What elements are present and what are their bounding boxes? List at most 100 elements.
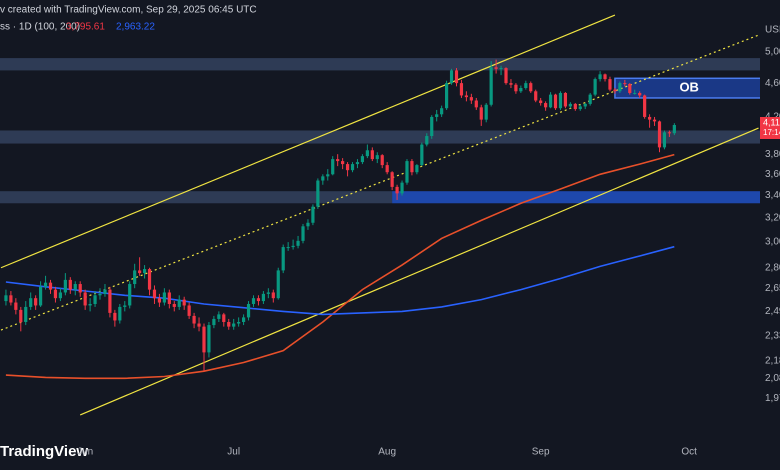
candle-body: [29, 298, 33, 307]
candle-body: [291, 245, 295, 248]
candle-body: [375, 155, 379, 160]
candle-body: [588, 94, 592, 104]
candle-body: [108, 289, 112, 313]
candle-body: [499, 68, 503, 70]
candle-body: [4, 295, 8, 302]
x-tick-label: Jul: [227, 447, 240, 458]
candle-body: [147, 269, 152, 290]
candle-body: [380, 155, 384, 166]
zone-label: OB: [679, 80, 699, 95]
y-tick-label: 3,000: [765, 237, 780, 248]
candle-body: [430, 116, 434, 137]
y-tick-label: 3,600: [765, 169, 780, 180]
candle-body: [34, 298, 38, 306]
candle-body: [390, 172, 394, 187]
candle-body: [662, 132, 667, 148]
candle-body: [222, 314, 226, 322]
x-tick-label: Aug: [378, 447, 396, 458]
candle-body: [58, 292, 63, 299]
candle-body: [172, 303, 176, 307]
y-tick-label: 2,080: [765, 373, 780, 384]
candle-body: [425, 136, 429, 145]
candle-body: [410, 161, 414, 173]
candle-body: [237, 321, 241, 324]
candle-body: [395, 186, 399, 194]
zone: [392, 191, 760, 204]
candle-body: [202, 326, 206, 353]
candle-body: [509, 83, 513, 85]
candle-body: [563, 92, 568, 107]
candle-body: [623, 83, 627, 85]
y-tick-label: 4,600: [765, 78, 780, 89]
candle-body: [256, 298, 261, 302]
trendline: [0, 34, 759, 331]
candle-body: [534, 91, 538, 101]
candle-body: [469, 97, 473, 101]
candle-body: [489, 67, 493, 105]
candle-body: [504, 68, 508, 84]
candle-body: [341, 161, 345, 165]
moving-average: [5, 153, 675, 380]
candle-body: [350, 164, 355, 171]
candle-body: [355, 162, 360, 165]
candle-body: [593, 79, 597, 95]
candle-body: [400, 182, 404, 194]
candle-body: [420, 144, 424, 166]
candle-body: [133, 270, 137, 285]
candle-body: [73, 284, 77, 290]
candle-body: [316, 180, 320, 207]
candle-body: [271, 292, 275, 299]
subtitle: v created with TradingView.com, Sep 29, …: [0, 5, 257, 16]
currency: USI: [765, 25, 780, 36]
candle-body: [598, 74, 602, 80]
candle-body: [336, 159, 340, 162]
y-tick-label: 3,200: [765, 213, 780, 224]
candle-body: [19, 309, 23, 322]
price-tag-label: 4,110: [763, 117, 780, 127]
candle-body: [241, 317, 246, 322]
candle-body: [494, 67, 498, 69]
candle-body: [603, 74, 607, 80]
trendline: [0, 14, 616, 269]
candle-body: [553, 94, 558, 109]
candle-body: [618, 83, 622, 92]
candle-body: [583, 103, 587, 107]
candle-body: [68, 279, 72, 290]
candle-body: [123, 305, 127, 307]
candle-body: [78, 284, 82, 293]
y-tick-label: 1,970: [765, 393, 780, 404]
candle-body: [128, 284, 132, 306]
candle-body: [301, 226, 305, 241]
candle-body: [652, 119, 657, 122]
candle-body: [539, 100, 543, 104]
candle-body: [440, 108, 444, 115]
candle-body: [370, 150, 374, 160]
candle-body: [444, 83, 449, 109]
candle-body: [118, 306, 122, 321]
candle-body: [207, 325, 211, 353]
y-tick-label: 2,800: [765, 262, 780, 273]
candle-body: [138, 270, 142, 274]
trendline: [79, 127, 759, 416]
candle-body: [251, 298, 256, 304]
brand: TradingView: [0, 443, 88, 460]
candle-body: [529, 83, 533, 92]
candle-body: [281, 247, 285, 271]
candle-body: [331, 159, 335, 175]
y-tick-label: 3,400: [765, 190, 780, 201]
candle-body: [177, 299, 181, 307]
candle-body: [261, 293, 266, 302]
candle-body: [435, 114, 439, 117]
candle-body: [474, 100, 478, 108]
candle-body: [212, 318, 216, 326]
candle-body: [365, 150, 369, 157]
candle-body: [667, 132, 671, 134]
candle-body: [548, 94, 553, 108]
candle-body: [157, 298, 162, 303]
candle-body: [449, 70, 454, 84]
candle-body: [93, 295, 97, 304]
candle-body: [227, 321, 231, 327]
x-tick-label: Jun: [77, 447, 93, 458]
candle-body: [558, 92, 563, 109]
